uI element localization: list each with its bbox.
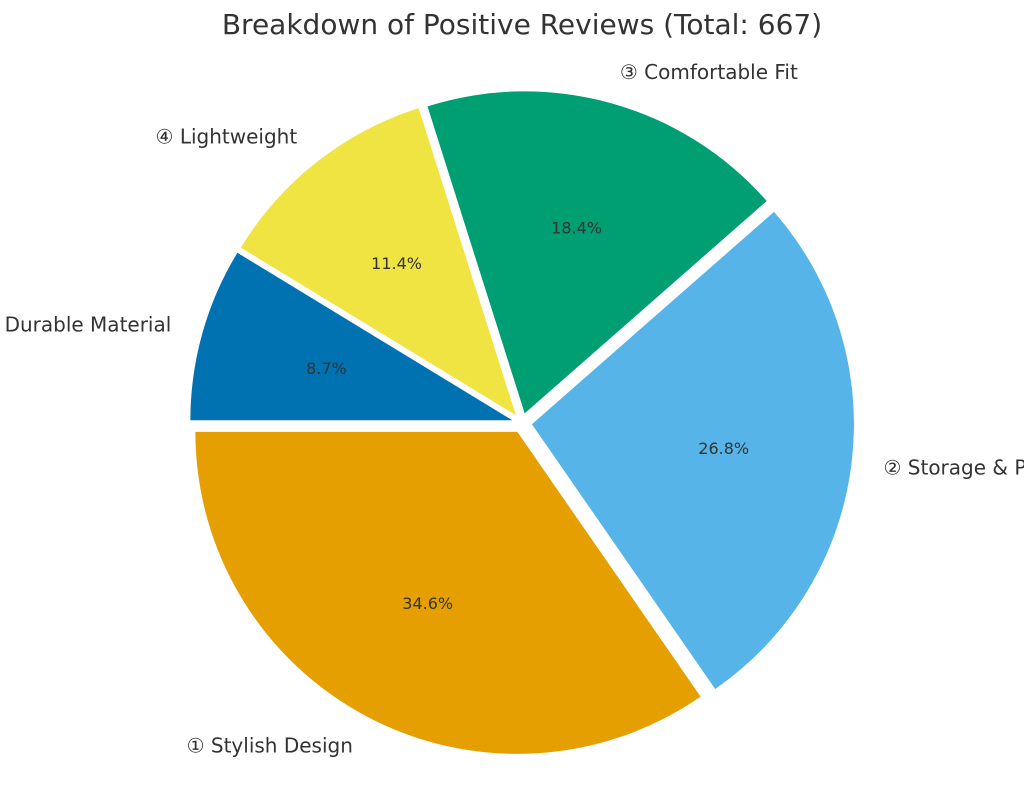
slice-percentage-5: 8.7%: [306, 359, 347, 378]
slice-percentage-1: 34.6%: [402, 594, 453, 613]
slice-percentage-2: 26.8%: [698, 439, 749, 458]
pie-slices: [190, 91, 854, 754]
slice-label-3: ③ Comfortable Fit: [620, 60, 798, 84]
pie-slice-3: [427, 91, 767, 414]
chart-title: Breakdown of Positive Reviews (Total: 66…: [222, 8, 822, 41]
slice-percentage-3: 18.4%: [551, 218, 602, 237]
slice-label-1: ① Stylish Design: [187, 734, 353, 758]
slice-label-2: ② Storage & Pockets: [884, 456, 1024, 480]
pie-slice-2: [531, 211, 854, 689]
slice-percentage-4: 11.4%: [371, 254, 422, 273]
pie-slice-1: [195, 431, 701, 754]
slice-label-4: ④ Lightweight: [156, 124, 298, 148]
slice-labels: ① Stylish Design ② Storage & Pockets ③ Com…: [0, 60, 1024, 757]
pie-slice-4: [240, 108, 516, 416]
percentage-labels: 34.6% 26.8% 18.4% 11.4% 8.7%: [306, 218, 749, 613]
slice-label-5: ⑤ Durable Material: [0, 313, 171, 337]
pie-slice-5: [190, 252, 513, 421]
